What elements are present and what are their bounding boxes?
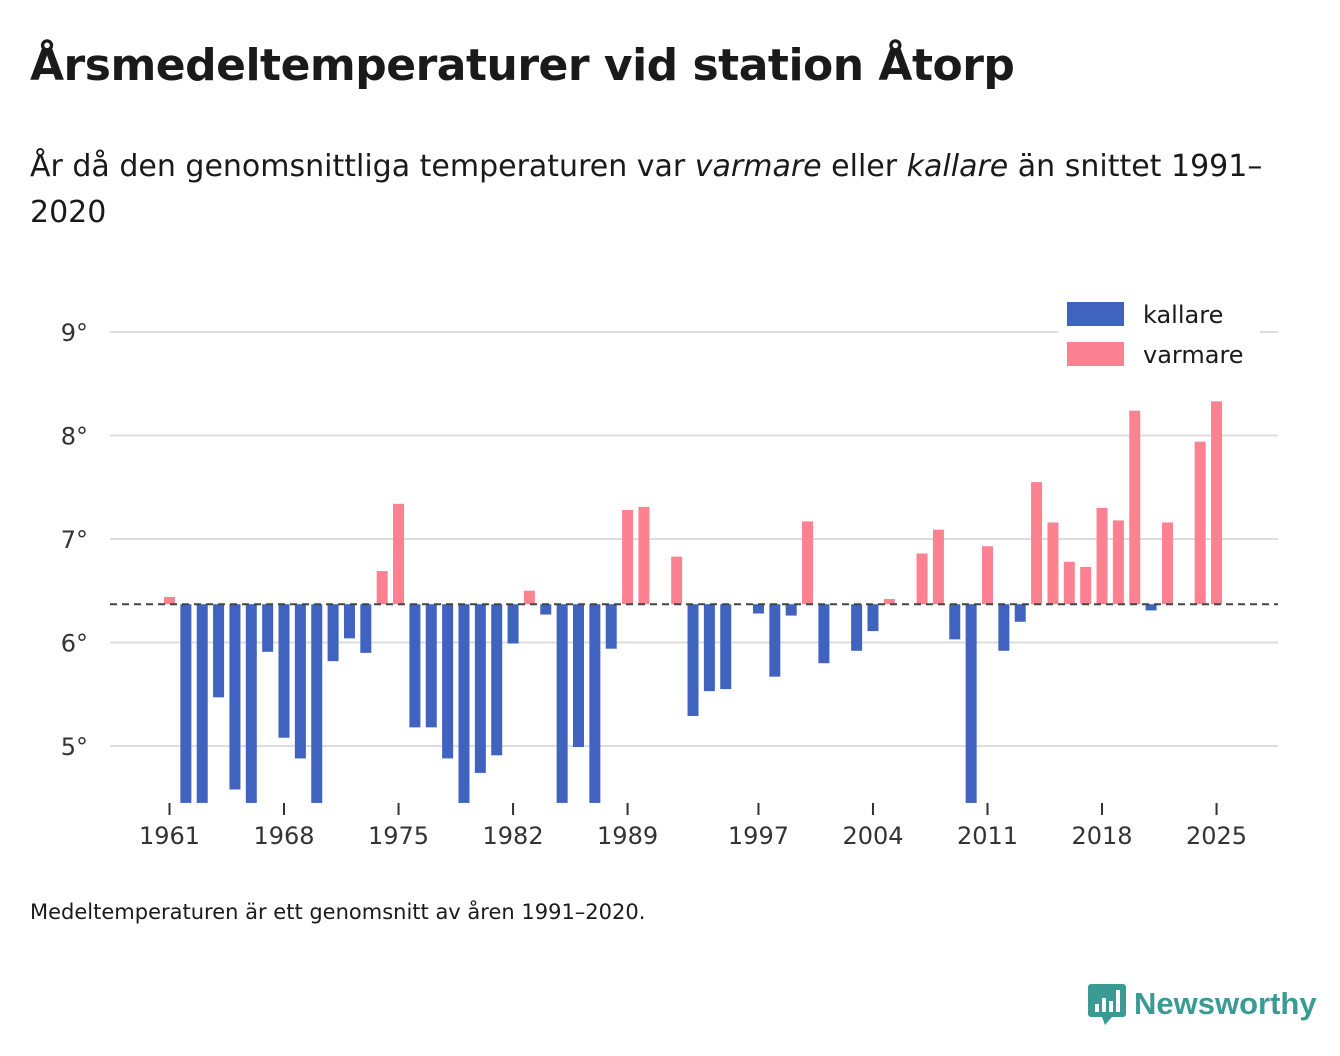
y-tick-label-8: 8° <box>61 423 88 451</box>
bar-1977 <box>425 604 437 728</box>
bar-1995 <box>720 604 732 690</box>
bar-2021 <box>1145 604 1157 611</box>
bar-2007 <box>916 553 928 605</box>
bar-1965 <box>229 604 241 790</box>
y-axis-tick-labels: 5° 6° 7° 8° 9° <box>61 319 88 761</box>
bar-1967 <box>262 604 274 652</box>
x-tick-label-2004: 2004 <box>842 822 903 850</box>
chart-title: Årsmedeltemperaturer vid station Åtorp <box>30 40 1015 91</box>
bar-1962 <box>180 604 192 803</box>
bar-2004 <box>867 604 879 632</box>
bar-1984 <box>540 604 552 615</box>
bar-2010 <box>965 604 977 803</box>
brand-name: Newsworthy <box>1134 986 1317 1021</box>
bar-1978 <box>442 604 454 759</box>
x-axis-ticks: 1961 1968 1975 1982 1989 1997 2004 2011 2018 2025 <box>139 803 1247 850</box>
x-tick-label-1982: 1982 <box>483 822 544 850</box>
bar-1998 <box>769 604 781 677</box>
bar-1968 <box>278 604 290 738</box>
bar-1993 <box>687 604 699 716</box>
bar-2022 <box>1161 522 1173 605</box>
bar-1985 <box>556 604 568 803</box>
bar-2000 <box>802 521 814 605</box>
bar-2015 <box>1047 522 1059 605</box>
temperature-bar-chart: 5° 6° 7° 8° 9° 1961 1968 1975 1982 1989 1997 2004 2… <box>60 294 1278 850</box>
bar-1969 <box>294 604 306 759</box>
bar-1997 <box>752 604 764 614</box>
bar-1980 <box>474 604 486 773</box>
bar-2013 <box>1014 604 1026 622</box>
x-tick-label-2018: 2018 <box>1071 822 1132 850</box>
bar-2011 <box>982 546 993 605</box>
bar-1990 <box>638 506 650 605</box>
bar-1974 <box>376 571 388 605</box>
bar-1964 <box>213 604 225 698</box>
bar-2008 <box>932 529 944 605</box>
bar-1983 <box>523 590 535 605</box>
bar-1989 <box>622 510 634 605</box>
legend-swatch-warmer <box>1067 342 1124 366</box>
bar-2003 <box>851 604 863 651</box>
bar-1992 <box>671 556 683 605</box>
bar-2001 <box>818 604 830 664</box>
legend-label-colder: kallare <box>1143 301 1223 329</box>
bar-1981 <box>491 604 503 756</box>
subtitle-text-1: År då den genomsnittliga temperaturen va… <box>30 149 695 184</box>
bar-2009 <box>949 604 961 640</box>
bar-1963 <box>196 604 208 803</box>
footnote: Medeltemperaturen är ett genomsnitt av å… <box>30 900 646 924</box>
bar-1979 <box>458 604 470 803</box>
bar-2024 <box>1194 441 1206 605</box>
brand-logo[interactable]: Newsworthy <box>1088 982 1317 1026</box>
x-tick-label-1997: 1997 <box>728 822 789 850</box>
bar-1999 <box>785 604 797 616</box>
bar-1971 <box>327 604 339 662</box>
bar-2016 <box>1063 561 1075 605</box>
bar-2018 <box>1096 507 1108 605</box>
x-tick-label-1968: 1968 <box>253 822 314 850</box>
subtitle-colder-word: kallare <box>906 149 1009 184</box>
legend-label-warmer: varmare <box>1143 341 1244 369</box>
legend-swatch-colder <box>1067 302 1124 326</box>
bar-1982 <box>507 604 519 644</box>
bar-2020 <box>1129 410 1141 605</box>
y-tick-label-6: 6° <box>61 630 88 658</box>
bar-2025 <box>1211 401 1223 605</box>
subtitle-warmer-word: varmare <box>694 149 822 184</box>
subtitle-text-3: än snittet 1991–2020 <box>30 149 1263 230</box>
x-tick-label-1975: 1975 <box>368 822 429 850</box>
bar-1987 <box>589 604 601 803</box>
subtitle-text-2: eller <box>821 149 907 184</box>
x-tick-label-1989: 1989 <box>597 822 658 850</box>
bars <box>164 401 1223 803</box>
bar-1961 <box>164 596 175 605</box>
bar-1970 <box>311 604 323 803</box>
bar-2012 <box>998 604 1010 651</box>
legend: kallare varmare <box>1058 294 1260 374</box>
bar-1976 <box>409 604 421 728</box>
bar-1986 <box>573 604 584 748</box>
bar-1966 <box>245 604 257 803</box>
y-tick-label-7: 7° <box>61 526 88 554</box>
bar-2019 <box>1112 520 1124 605</box>
y-tick-label-5: 5° <box>61 733 88 761</box>
x-tick-label-2011: 2011 <box>957 822 1018 850</box>
bar-2014 <box>1031 482 1043 605</box>
bar-2017 <box>1080 566 1092 605</box>
bar-1975 <box>393 503 405 605</box>
bar-2005 <box>883 599 895 605</box>
y-tick-label-9: 9° <box>61 319 88 347</box>
newsworthy-logo-icon <box>1088 984 1126 1025</box>
x-tick-label-2025: 2025 <box>1186 822 1247 850</box>
bar-1988 <box>605 604 617 649</box>
bar-1994 <box>703 604 715 692</box>
bar-1972 <box>343 604 355 639</box>
chart-subtitle: År då den genomsnittliga temperaturen va… <box>30 144 1270 236</box>
bar-1973 <box>360 604 372 653</box>
x-tick-label-1961: 1961 <box>139 822 200 850</box>
